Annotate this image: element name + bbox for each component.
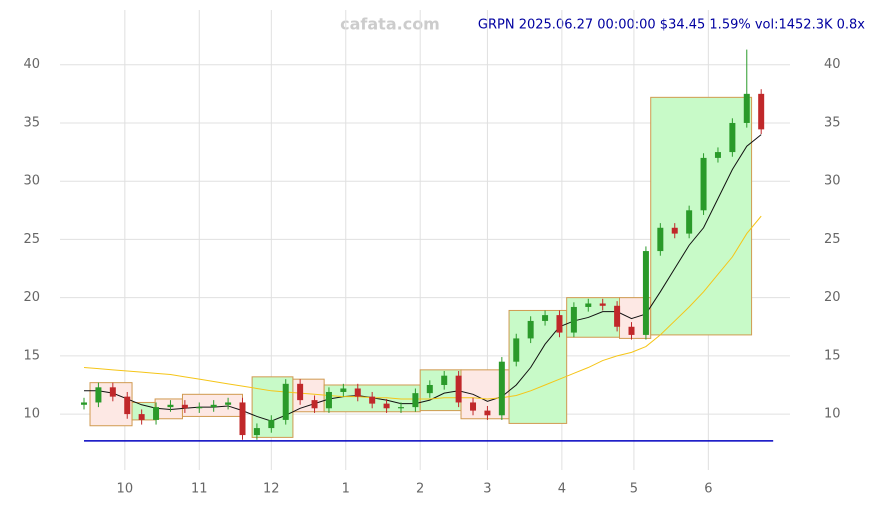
moving-average: [83, 215, 762, 400]
candle-body: [181, 404, 188, 409]
candle-body: [196, 407, 203, 409]
candle-body: [714, 152, 721, 158]
candle-body: [412, 393, 419, 408]
candle-body: [426, 384, 433, 394]
y-tick-label: 20: [824, 290, 841, 305]
y-tick-label: 15: [23, 348, 40, 363]
y-tick-label: 10: [23, 407, 40, 422]
chart-title: GRPN 2025.06.27 00:00:00 $34.45 1.59% vo…: [478, 18, 865, 33]
candle-body: [124, 396, 131, 415]
candle-body: [642, 251, 649, 335]
box: [419, 369, 462, 412]
candle-body: [268, 419, 275, 429]
candle-body: [340, 388, 347, 392]
candle-body: [513, 338, 520, 362]
y-tick-label: 30: [23, 174, 40, 189]
x-tick-label: 2: [416, 482, 424, 497]
candle-body: [614, 305, 621, 327]
candle-body: [297, 383, 304, 401]
candle-body: [758, 93, 765, 130]
candle-body: [556, 315, 563, 333]
candle-body: [729, 122, 736, 153]
candle-body: [700, 157, 707, 211]
candle-body: [470, 402, 477, 411]
x-tick-label: 1: [342, 482, 350, 497]
box: [508, 309, 568, 424]
candle-body: [282, 383, 289, 420]
candle-body: [743, 93, 750, 123]
x-tick-label: 4: [558, 482, 566, 497]
y-tick-label: 25: [23, 232, 40, 247]
candle-body: [95, 387, 102, 403]
x-tick-label: 3: [483, 482, 491, 497]
candle-body: [311, 400, 318, 409]
candle-body: [109, 387, 116, 397]
candle-body: [239, 402, 246, 436]
candle-body: [585, 303, 592, 307]
candle-body: [153, 407, 160, 420]
candle-body: [325, 391, 332, 409]
candle-body: [210, 404, 217, 408]
x-tick-label: 5: [630, 482, 638, 497]
candle-body: [599, 303, 606, 306]
x-tick-label: 12: [263, 482, 280, 497]
candle-body: [369, 396, 376, 404]
y-tick-label: 10: [824, 407, 841, 422]
candle-body: [671, 227, 678, 234]
candle-body: [628, 326, 635, 335]
candle-body: [225, 402, 232, 405]
candle-body: [455, 375, 462, 403]
box: [650, 96, 753, 336]
candle-body: [484, 410, 491, 416]
y-tick-label: 40: [23, 57, 40, 72]
watermark: cafata.com: [340, 15, 440, 34]
candle-body: [383, 403, 390, 409]
candle-body: [686, 210, 693, 234]
y-tick-label: 20: [23, 290, 40, 305]
candle-body: [253, 428, 260, 436]
candle-body: [441, 375, 448, 385]
x-tick-label: 10: [117, 482, 134, 497]
y-tick-label: 15: [824, 348, 841, 363]
y-tick-label: 40: [824, 57, 841, 72]
candle-body: [542, 315, 549, 321]
candle-body: [167, 404, 174, 408]
y-tick-label: 30: [824, 174, 841, 189]
y-tick-label: 35: [23, 115, 40, 130]
y-tick-label: 35: [824, 115, 841, 130]
x-tick-label: 11: [191, 482, 208, 497]
x-tick-label: 6: [704, 482, 712, 497]
candle-body: [570, 306, 577, 333]
candle-body: [657, 227, 664, 252]
candle-body: [138, 414, 145, 420]
candle-body: [397, 407, 404, 409]
candle-body: [354, 388, 361, 397]
y-tick-label: 25: [824, 232, 841, 247]
candle-body: [527, 320, 534, 339]
candle-body: [81, 402, 88, 405]
candle-body: [498, 361, 505, 416]
